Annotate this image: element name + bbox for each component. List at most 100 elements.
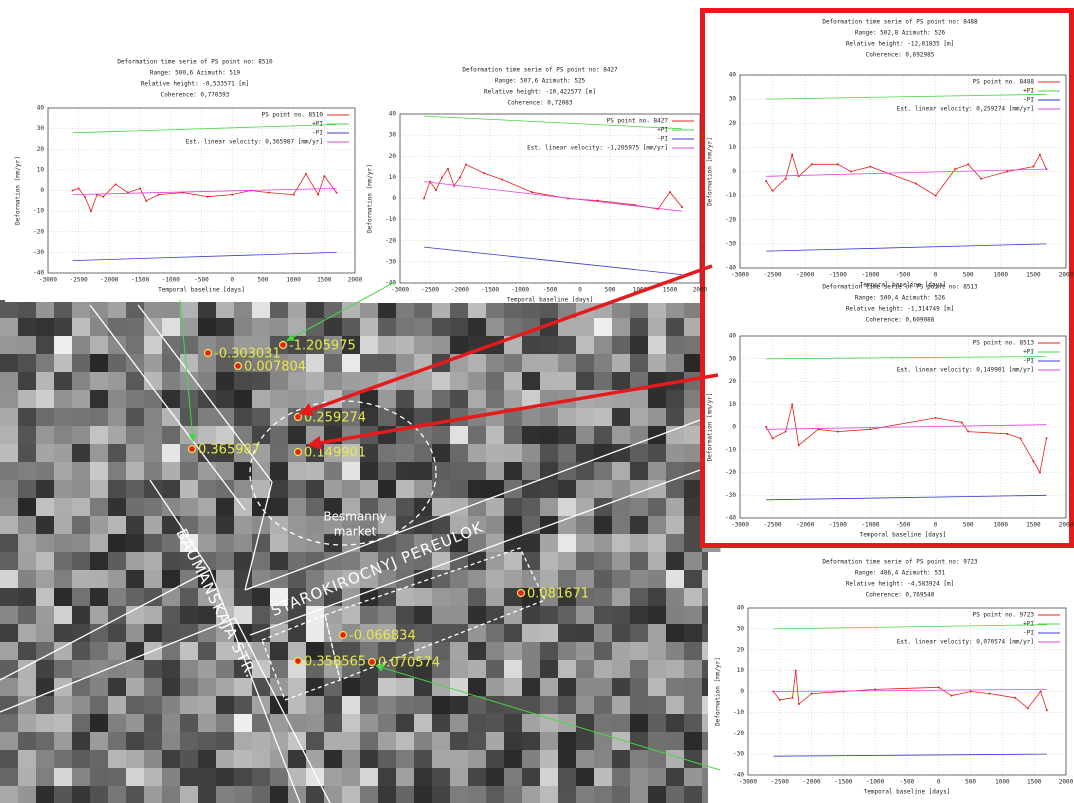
ps-point [295,414,302,421]
map-texture [162,750,181,769]
map-texture [594,426,613,445]
map-texture [504,372,523,391]
map-texture [0,714,19,733]
x-tick-label: 1500 [1026,522,1041,529]
map-texture [360,732,379,751]
map-texture [378,768,397,787]
map-texture [72,588,91,607]
data-point [792,697,794,699]
map-texture [540,480,559,499]
map-texture [144,750,163,769]
map-texture [288,624,307,643]
map-texture [18,570,37,589]
data-point [970,691,972,693]
map-texture [270,516,289,535]
map-texture [36,318,55,337]
map-texture [684,426,703,445]
map-texture [108,516,127,535]
map-texture [648,444,667,463]
map-texture [324,354,343,373]
map-texture [270,534,289,553]
map-texture [630,696,649,715]
map-texture [522,660,541,679]
ps-value-label: 0.081671 [527,587,589,602]
map-texture [468,570,487,589]
map-texture [90,696,109,715]
map-texture [108,426,127,445]
map-texture [504,354,523,373]
map-texture [36,480,55,499]
map-texture [162,426,181,445]
map-texture [360,768,379,787]
data-point [811,693,813,695]
map-texture [648,336,667,355]
map-texture [18,390,37,409]
map-texture [468,678,487,697]
y-tick-label: 40 [389,111,397,118]
map-texture [468,768,487,787]
map-texture [36,534,55,553]
map-texture [630,768,649,787]
map-texture [162,498,181,517]
map-texture [630,570,649,589]
data-point [501,178,503,180]
map-texture [378,408,397,427]
map-texture [234,300,253,319]
map-texture [0,444,19,463]
map-texture [666,534,685,553]
map-texture [378,336,397,355]
x-tick-label: -1500 [829,272,847,279]
data-point [967,431,969,433]
map-texture [36,696,55,715]
map-texture [18,768,37,787]
legend-label: Est. linear velocity: -1,205975 [mm/yr] [527,145,668,152]
map-texture [342,606,361,625]
map-texture [576,318,595,337]
data-point [785,178,787,180]
map-texture [36,498,55,517]
map-texture [468,480,487,499]
data-point [772,190,774,192]
map-texture [108,336,127,355]
x-tick-label: 500 [257,277,268,284]
data-point [1019,437,1021,439]
data-point [669,191,671,193]
map-texture [18,606,37,625]
legend-label: Est. linear velocity: 0,070574 [mm/yr] [897,639,1034,646]
map-texture [486,390,505,409]
map-texture [108,732,127,751]
ps-value-label: 0.070574 [378,656,440,671]
map-texture [378,714,397,733]
map-texture [414,588,433,607]
map-texture [612,516,631,535]
map-texture [432,390,451,409]
map-texture [540,678,559,697]
map-texture [36,606,55,625]
map-texture [648,768,667,787]
data-point [837,163,839,165]
data-point [1027,707,1029,709]
x-tick-label: 0 [934,522,938,529]
map-texture [666,336,685,355]
map-texture [54,714,73,733]
map-texture [540,606,559,625]
ps-point [340,632,347,639]
map-texture [612,318,631,337]
map-texture [18,336,37,355]
map-texture [522,642,541,661]
data-point [145,200,147,202]
x-tick-label: 500 [963,522,974,529]
x-tick-label: -500 [543,287,558,294]
x-tick-label: 1500 [1027,779,1042,786]
map-texture [612,696,631,715]
data-point [317,194,319,196]
map-texture [504,732,523,751]
map-texture [576,372,595,391]
map-texture [36,624,55,643]
map-texture [306,372,325,391]
map-texture [72,516,91,535]
map-texture [540,642,559,661]
map-texture [72,300,91,319]
x-tick-label: -1000 [861,272,879,279]
chart-title: Deformation time serie of PS point no: 9… [822,559,978,566]
